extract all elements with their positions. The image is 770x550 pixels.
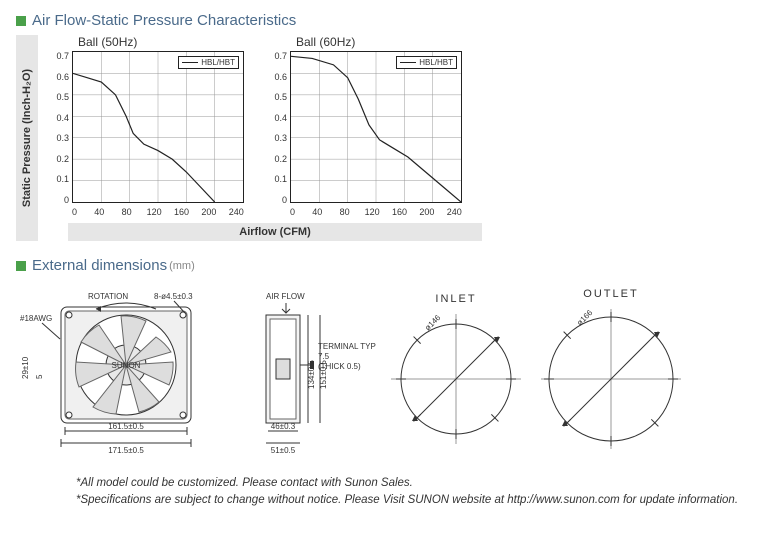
footnotes: *All model could be customized. Please c… bbox=[16, 475, 754, 510]
y-axis-band: Static Pressure (Inch-H₂O) bbox=[16, 35, 38, 241]
outlet-figure: OUTLET ø166 bbox=[536, 288, 686, 459]
inlet-figure: INLET ø146 bbox=[386, 293, 526, 454]
bullet-icon bbox=[16, 261, 26, 271]
chart-legend: HBL/HBT bbox=[396, 56, 457, 69]
chart-plot: HBL/HBT bbox=[72, 51, 244, 203]
chart-plot: HBL/HBT bbox=[290, 51, 462, 203]
section-title-text: Air Flow-Static Pressure Characteristics bbox=[32, 12, 296, 29]
svg-text:171.5±0.5: 171.5±0.5 bbox=[108, 446, 144, 455]
chart-title: Ball (50Hz) bbox=[78, 35, 250, 49]
svg-text:29±10: 29±10 bbox=[21, 356, 30, 379]
chart: Ball (60Hz)0.70.60.50.40.30.20.10HBL/HBT… bbox=[268, 35, 468, 217]
section-units: (mm) bbox=[169, 260, 195, 272]
section-title-dimensions: External dimensions (mm) bbox=[16, 257, 754, 274]
side-view-figure: AIR FLOW TERMINAL TYPE 7.5 (THICK 0.5) 1… bbox=[256, 289, 376, 459]
svg-text:8-ø4.5±0.3: 8-ø4.5±0.3 bbox=[154, 292, 193, 301]
svg-text:ø166: ø166 bbox=[575, 308, 595, 328]
footnote-line: *All model could be customized. Please c… bbox=[76, 475, 754, 492]
charts-area: Static Pressure (Inch-H₂O) Ball (50Hz)0.… bbox=[16, 35, 754, 241]
x-axis-band: Airflow (CFM) bbox=[68, 223, 482, 241]
outlet-label: OUTLET bbox=[536, 288, 686, 300]
bullet-icon bbox=[16, 16, 26, 26]
chart-title: Ball (60Hz) bbox=[296, 35, 468, 49]
section-title-text: External dimensions bbox=[32, 257, 167, 274]
svg-text:ROTATION: ROTATION bbox=[88, 292, 128, 301]
svg-text:5: 5 bbox=[35, 374, 44, 379]
front-view-figure: SUNON ROTATION 8-ø4.5±0.3 #18AWG 161.5±0… bbox=[16, 289, 246, 459]
svg-text:51±0.5: 51±0.5 bbox=[271, 446, 296, 455]
svg-text:161.5±0.5: 161.5±0.5 bbox=[108, 422, 144, 431]
svg-text:SUNON: SUNON bbox=[112, 361, 141, 370]
svg-text:AIR FLOW: AIR FLOW bbox=[266, 292, 305, 301]
svg-text:TERMINAL TYPE: TERMINAL TYPE bbox=[318, 342, 376, 351]
chart-legend: HBL/HBT bbox=[178, 56, 239, 69]
inlet-label: INLET bbox=[386, 293, 526, 305]
svg-text:#18AWG: #18AWG bbox=[20, 314, 52, 323]
dimensions-row: SUNON ROTATION 8-ø4.5±0.3 #18AWG 161.5±0… bbox=[16, 288, 754, 459]
svg-text:46±0.3: 46±0.3 bbox=[271, 422, 296, 431]
section-title-airflow: Air Flow-Static Pressure Characteristics bbox=[16, 12, 754, 29]
footnote-line: *Specifications are subject to change wi… bbox=[76, 492, 754, 509]
y-axis-label: Static Pressure (Inch-H₂O) bbox=[21, 69, 33, 207]
chart: Ball (50Hz)0.70.60.50.40.30.20.10HBL/HBT… bbox=[50, 35, 250, 217]
x-axis-label: Airflow (CFM) bbox=[239, 226, 310, 238]
